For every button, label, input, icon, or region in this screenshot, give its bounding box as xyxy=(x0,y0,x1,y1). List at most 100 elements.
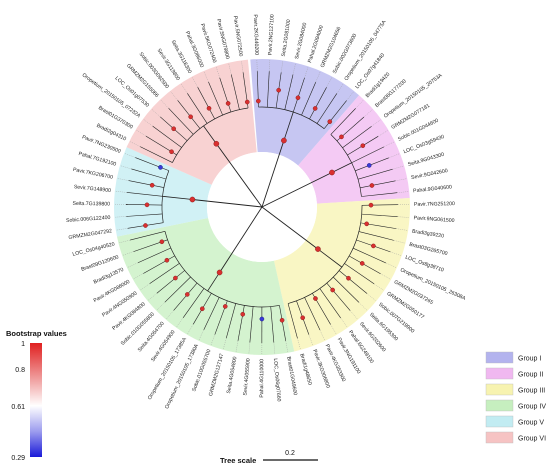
leaf-label: GRMZM2G127147 xyxy=(208,353,225,397)
leaf-label: Brast03G265700 xyxy=(409,242,449,257)
bootstrap-node xyxy=(259,316,265,322)
leaf-guide xyxy=(280,60,284,73)
leaf-guide xyxy=(180,83,188,94)
bootstrap-node xyxy=(312,106,318,111)
leaf-guide xyxy=(273,342,276,355)
leaf-guide xyxy=(118,239,131,244)
bootstrap-node xyxy=(359,261,365,266)
bootstrap-node xyxy=(206,106,212,111)
leaf-label: Sevir.4G055900 xyxy=(243,358,252,396)
branch-leaf xyxy=(330,108,356,135)
legend-group-label: Group V xyxy=(518,420,544,427)
branch-leaf xyxy=(348,255,381,274)
leaf-guide xyxy=(116,178,129,181)
bootstrap-node xyxy=(315,246,321,252)
leaf-label: Pavir.2NG127100 xyxy=(267,14,275,55)
branch-leaf xyxy=(287,303,298,339)
bootstrap-node xyxy=(346,275,351,281)
leaf-label: Pavir.9NG061500 xyxy=(413,215,454,224)
bootstrap-node xyxy=(366,163,372,168)
leaf-label: Sevir.2G084000 xyxy=(294,22,308,60)
leaf-guide xyxy=(160,99,169,109)
branch-leaf xyxy=(358,231,394,241)
leaf-label: LOC_Os04g40520 xyxy=(72,241,116,257)
branch-leaf xyxy=(309,87,327,120)
leaf-guide-lines xyxy=(114,59,410,356)
leaf-label: Sobic.006G122400 xyxy=(66,215,111,224)
leaf-guide xyxy=(326,76,333,88)
bootstrap-node xyxy=(244,99,250,105)
tree-branches xyxy=(126,71,398,344)
branch-leaf xyxy=(173,282,198,311)
leaf-guide xyxy=(397,216,410,218)
leaf-label: Seita.2G081000 xyxy=(281,19,292,57)
branch-leaf xyxy=(316,93,338,124)
leaf-guide xyxy=(203,70,209,83)
bootstrap-node xyxy=(143,223,148,228)
leaf-label: Sevir.7G148900 xyxy=(74,184,112,194)
branch-leaf xyxy=(182,288,205,318)
leaf-guide xyxy=(395,178,408,182)
branch-leaf xyxy=(137,247,171,264)
branch-leaf xyxy=(225,303,237,339)
branch-leaf xyxy=(249,306,254,343)
bootstrap-node xyxy=(371,243,376,249)
leaf-label: Pahal.9G040600 xyxy=(413,184,452,194)
bootstrap-node xyxy=(222,304,228,309)
bootstrap-node xyxy=(173,275,178,281)
legend-tick-08: 0.8 xyxy=(15,367,25,374)
leaf-guide xyxy=(392,165,405,170)
branch-trunk xyxy=(261,172,333,208)
branch-trunk xyxy=(192,199,263,208)
bootstrap-node xyxy=(216,269,223,276)
branch-leaf xyxy=(338,270,368,294)
branch-leaf xyxy=(351,146,385,164)
leaf-label: Bradi1g48650 xyxy=(298,353,312,386)
leaf-label: Pavir.7KG206700 xyxy=(72,167,113,181)
branch-leaf xyxy=(279,305,287,341)
leaf-guide xyxy=(304,66,309,78)
bootstrap-node xyxy=(240,311,246,317)
branch-leaf xyxy=(126,204,163,206)
branch-leaf xyxy=(131,168,167,180)
bootstrap-node xyxy=(159,239,165,245)
legend-gradient-bar xyxy=(30,343,42,457)
leaf-guide xyxy=(215,66,220,78)
legend-swatch xyxy=(485,383,514,396)
branch-trunk xyxy=(261,140,285,208)
leaf-label: Pahal.7G192100 xyxy=(78,151,117,168)
leaf-guide xyxy=(269,59,271,72)
branch-leaf xyxy=(177,100,201,129)
leaf-label: Brast01G049600 xyxy=(285,356,298,396)
leaf-guide xyxy=(126,262,139,268)
leaf-guide xyxy=(297,338,301,350)
leaf-label: Oropetium_20150105_17380A xyxy=(164,343,200,410)
leaf-guide xyxy=(241,60,244,73)
leaf-label: Oropetium_20150105_26308A xyxy=(399,267,467,302)
legend-group-label: Group II xyxy=(518,372,543,379)
branch-leaf xyxy=(197,87,215,120)
bootstrap-node xyxy=(327,119,333,124)
branch-leaf xyxy=(361,204,398,206)
branch-stem xyxy=(203,125,217,144)
branch-leaf xyxy=(230,74,240,110)
leaf-guide xyxy=(388,153,401,159)
leaf-guide xyxy=(114,216,127,218)
bootstrap-node xyxy=(329,169,335,176)
legend-swatch xyxy=(485,415,514,428)
legend-group-label: Group VI xyxy=(518,436,546,443)
legend-tick-029: 0.29 xyxy=(11,455,25,462)
branch-arc xyxy=(330,134,362,197)
leaf-guide xyxy=(380,273,392,280)
leaf-guide xyxy=(292,62,296,75)
branch-leaf xyxy=(270,306,275,343)
tree-scale-value: 0.2 xyxy=(285,450,295,457)
sector-group-i xyxy=(250,59,360,166)
bootstrap-node xyxy=(360,143,366,148)
bootstrap-legend: Bootstrap values 1 0.8 0.61 0.29 xyxy=(6,329,67,462)
leaf-guide xyxy=(285,340,289,353)
leaf-guide xyxy=(186,324,194,335)
branch-leaf xyxy=(128,180,164,188)
bootstrap-node xyxy=(213,140,220,147)
